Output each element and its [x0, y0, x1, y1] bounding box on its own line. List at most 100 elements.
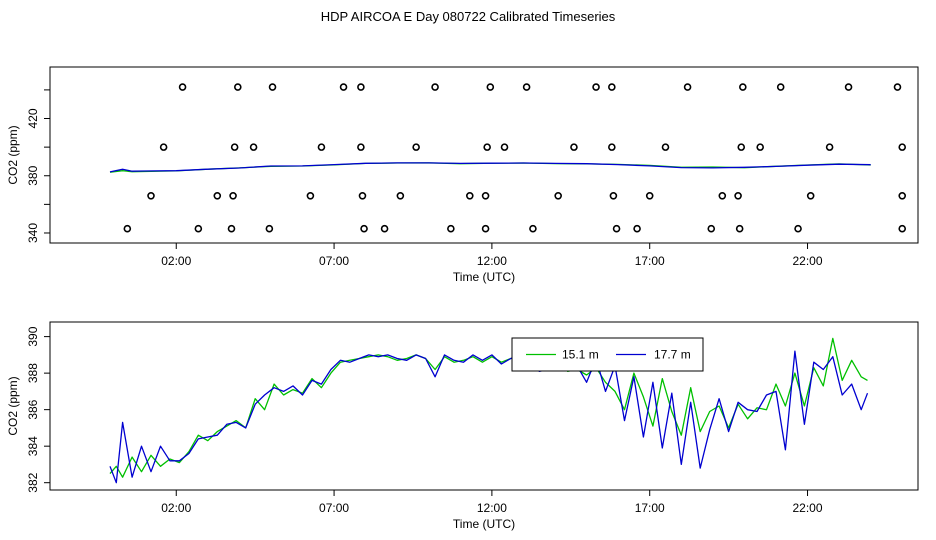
bottom-plot-frame	[49, 321, 919, 491]
scatter-point	[522, 83, 531, 91]
scatter-point	[683, 83, 692, 91]
scatter-point	[737, 143, 746, 151]
scatter-point	[844, 83, 853, 91]
scatter-point	[898, 191, 907, 200]
bottom-y-axis-title: CO2 (ppm)	[6, 376, 20, 435]
scatter-point	[707, 224, 716, 233]
scatter-point	[234, 83, 242, 91]
bottom-x-axis-title: Time (UTC)	[453, 517, 515, 531]
bottom-y-axis: 382 384 386 388 390	[26, 326, 50, 493]
scatter-point	[739, 83, 747, 91]
y-tick-label: 380	[26, 165, 40, 185]
series-line-blue	[109, 350, 869, 484]
scatter-point	[357, 83, 365, 91]
x-tick-label: 02:00	[161, 501, 191, 515]
y-tick-label: 390	[26, 326, 40, 346]
scatter-point	[756, 143, 764, 151]
x-tick-label: 07:00	[319, 501, 349, 515]
scatter-point	[481, 224, 490, 233]
x-tick-label: 12:00	[477, 254, 507, 268]
scatter-point	[229, 191, 237, 200]
scatter-point	[661, 143, 670, 151]
y-tick-label: 340	[26, 223, 40, 243]
scatter-point	[735, 224, 744, 233]
scatter-point	[893, 83, 902, 91]
scatter-point	[483, 143, 491, 151]
scatter-point	[554, 191, 562, 200]
y-tick-label: 382	[26, 472, 40, 492]
top-plot-frame	[49, 66, 919, 244]
scatter-point	[357, 143, 365, 151]
series-line-blue	[109, 162, 871, 173]
scatter-point	[718, 191, 727, 200]
scatter-point	[227, 224, 236, 233]
scatter-point	[465, 191, 474, 200]
x-tick-label: 07:00	[319, 254, 349, 268]
scatter-point	[806, 191, 815, 200]
legend: 15.1 m 17.7 m	[511, 337, 704, 372]
scatter-point	[633, 224, 641, 233]
scatter-point	[358, 191, 367, 200]
x-tick-label: 17:00	[635, 254, 665, 268]
scatter-point	[776, 83, 785, 91]
scatter-point	[612, 224, 621, 233]
scatter-point	[500, 143, 509, 151]
x-tick-label: 02:00	[161, 254, 191, 268]
top-x-axis-title: Time (UTC)	[453, 270, 515, 284]
top-series-lines	[109, 162, 871, 173]
y-tick-label: 384	[26, 436, 40, 456]
legend-label-17m: 17.7 m	[654, 348, 691, 362]
scatter-point	[123, 224, 132, 233]
chart-title: HDP AIRCOA E Day 080722 Calibrated Times…	[320, 9, 616, 24]
scatter-point	[178, 83, 187, 91]
scatter-point	[249, 143, 258, 151]
y-tick-label: 386	[26, 399, 40, 419]
scatter-point	[645, 191, 654, 200]
scatter-point	[734, 191, 742, 200]
scatter-point	[592, 83, 600, 91]
scatter-point	[898, 224, 907, 233]
scatter-point	[380, 224, 389, 233]
bottom-x-axis: 02:00 07:00 12:00 17:00 22:00	[161, 490, 823, 515]
scatter-point	[570, 143, 578, 151]
top-panel: 02:00 07:00 12:00 17:00 22:00 340 380 420 Time…	[6, 66, 919, 284]
scatter-point	[794, 224, 802, 233]
scatter-point	[306, 191, 315, 200]
top-y-axis-title: CO2 (ppm)	[6, 125, 20, 184]
scatter-point	[230, 143, 239, 151]
x-tick-label: 17:00	[635, 501, 665, 515]
scatter-point	[486, 83, 495, 91]
scatter-point	[194, 224, 203, 233]
scatter-point	[529, 224, 537, 233]
scatter-point	[268, 83, 277, 91]
scatter-point	[608, 83, 616, 91]
top-y-axis: 340 380 420	[26, 89, 50, 243]
scatter-point	[159, 143, 168, 151]
scatter-point	[213, 191, 222, 200]
scatter-point	[431, 83, 439, 91]
scatter-point	[396, 191, 405, 200]
scatter-point	[317, 143, 326, 151]
top-x-axis: 02:00 07:00 12:00 17:00 22:00	[161, 243, 823, 268]
x-tick-label: 22:00	[793, 501, 823, 515]
top-scatter-points	[123, 83, 907, 233]
bottom-panel: 02:00 07:00 12:00 17:00 22:00 382 384 386 388 39…	[6, 321, 919, 531]
scatter-point	[609, 191, 618, 200]
y-tick-label: 420	[26, 108, 40, 128]
scatter-point	[608, 143, 616, 151]
scatter-point	[412, 143, 420, 151]
x-tick-label: 22:00	[793, 254, 823, 268]
scatter-point	[898, 143, 907, 151]
series-line-green	[109, 337, 868, 478]
scatter-point	[360, 224, 368, 233]
legend-label-15m: 15.1 m	[562, 348, 599, 362]
bottom-series-lines	[109, 337, 869, 484]
y-tick-label: 388	[26, 363, 40, 383]
scatter-point	[825, 143, 834, 151]
scatter-point	[481, 191, 490, 200]
scatter-point	[147, 191, 155, 200]
x-tick-label: 12:00	[477, 501, 507, 515]
scatter-point	[339, 83, 348, 91]
scatter-point	[447, 224, 455, 233]
